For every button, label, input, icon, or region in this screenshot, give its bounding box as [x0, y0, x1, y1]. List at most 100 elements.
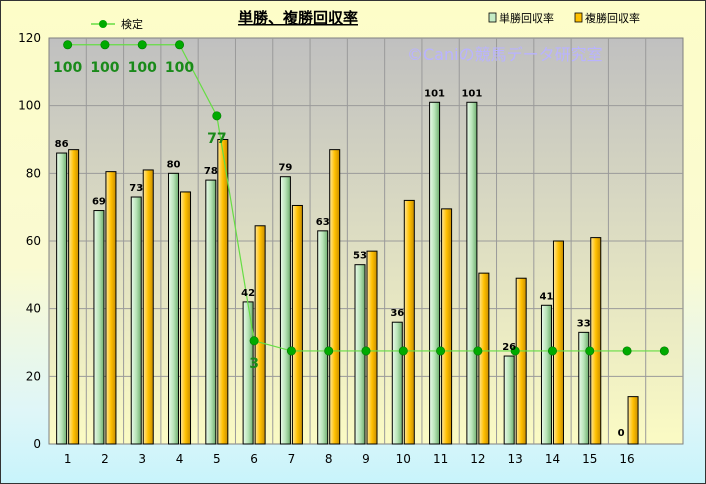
y-axis: 0 20 40 60 80 100 120 [18, 31, 41, 451]
y-tick-label: 120 [18, 31, 41, 45]
bar-data-label: 80 [167, 159, 181, 170]
x-tick-label: 12 [470, 452, 485, 466]
line-series [63, 40, 669, 356]
x-tick-label: 14 [545, 452, 560, 466]
bar-data-label: 36 [390, 308, 404, 319]
legend-line-marker [99, 20, 107, 28]
bar-tansho [56, 152, 68, 445]
bar-tansho [429, 101, 441, 445]
bar-fukusho [254, 225, 266, 445]
x-tick-label: 15 [582, 452, 597, 466]
y-tick-label: 20 [26, 369, 41, 383]
x-tick-label: 4 [176, 452, 184, 466]
bar-data-label: 73 [129, 183, 143, 194]
line-marker [361, 346, 371, 356]
x-tick-label: 8 [325, 452, 333, 466]
line-marker [585, 346, 595, 356]
bar-tansho [93, 210, 105, 445]
line-marker [659, 346, 669, 356]
line-marker [63, 40, 73, 50]
line-marker [547, 346, 557, 356]
horizontal-gridlines [49, 105, 683, 377]
x-tick-label: 5 [213, 452, 221, 466]
bar-tansho [578, 331, 590, 445]
bar-data-label: 101 [461, 88, 482, 99]
line-data-label: 3 [249, 356, 259, 372]
bar-data-label: 101 [424, 88, 445, 99]
x-tick-label: 1 [64, 452, 72, 466]
bar-fukusho [403, 199, 415, 445]
bar-fukusho [180, 191, 192, 445]
bar-fukusho [329, 149, 341, 445]
line-data-label: 77 [207, 131, 226, 147]
legend-item-tansho: 単勝回収率 [488, 11, 554, 25]
data-labels: 86 69 73 80 78 42 79 63 53 36 101 101 26 41 33 0 100 100 1… [53, 60, 625, 439]
legend-fukusho-swatch [574, 12, 583, 23]
x-tick-label: 10 [396, 452, 411, 466]
line-data-label: 100 [53, 60, 82, 76]
bar-data-label: 42 [241, 288, 255, 299]
line-marker [286, 346, 296, 356]
line-marker [137, 40, 147, 50]
bar-fukusho [441, 208, 453, 445]
x-axis: 1 2 3 4 5 6 7 8 9 10 11 12 13 14 15 16 [64, 452, 635, 466]
line-marker [212, 111, 222, 121]
bar-tansho [391, 321, 403, 445]
bar-tansho [540, 304, 552, 445]
bar-fukusho [552, 240, 564, 445]
line-marker [100, 40, 110, 50]
bar-data-label: 26 [502, 342, 516, 353]
legend-tansho-label: 単勝回収率 [499, 11, 554, 25]
x-tick-label: 7 [288, 452, 296, 466]
line-data-label: 100 [90, 60, 119, 76]
bar-fukusho [291, 204, 303, 445]
x-tick-label: 11 [433, 452, 448, 466]
bar-tansho [168, 172, 180, 445]
bar-fukusho [627, 396, 639, 445]
bar-tansho [466, 101, 478, 445]
bar-fukusho [105, 171, 117, 445]
bar-tansho [205, 179, 217, 445]
bar-data-label: 63 [316, 217, 330, 228]
bar-tansho [503, 355, 515, 445]
line-marker [175, 40, 185, 50]
bar-data-label: 86 [55, 139, 69, 150]
x-tick-label: 2 [101, 452, 109, 466]
y-tick-label: 40 [26, 302, 41, 316]
bar-tansho [130, 196, 142, 445]
legend-line-label: 検定 [121, 17, 143, 31]
bar-data-label: 79 [278, 163, 292, 174]
x-tick-label: 13 [508, 452, 523, 466]
y-tick-label: 100 [18, 99, 41, 113]
line-data-label: 100 [165, 60, 194, 76]
bar-data-label: 33 [577, 318, 591, 329]
line-data-label: 100 [128, 60, 157, 76]
x-tick-label: 16 [619, 452, 634, 466]
bar-fukusho [142, 169, 154, 445]
bar-tansho [317, 230, 329, 445]
legend-item-fukusho: 複勝回収率 [574, 11, 640, 25]
line-marker [473, 346, 483, 356]
line-marker [436, 346, 446, 356]
legend-tansho-swatch [488, 12, 497, 23]
bar-fukusho [478, 272, 490, 445]
chart-title: 単勝、複勝回収率 [238, 9, 358, 27]
bar-fukusho [515, 277, 527, 445]
y-tick-label: 80 [26, 166, 41, 180]
line-marker [249, 336, 259, 346]
watermark: ©Caniの競馬データ研究室 [407, 45, 603, 64]
line-marker [398, 346, 408, 356]
legend-fukusho-label: 複勝回収率 [585, 11, 640, 25]
bar-fukusho [590, 237, 602, 445]
x-tick-label: 6 [250, 452, 258, 466]
y-tick-label: 0 [33, 437, 41, 451]
bar-data-label: 0 [618, 428, 625, 439]
bar-tansho [279, 176, 291, 445]
x-tick-label: 3 [138, 452, 146, 466]
bar-data-label: 78 [204, 166, 218, 177]
line-marker [510, 346, 520, 356]
line-marker [622, 346, 632, 356]
line-marker [324, 346, 334, 356]
